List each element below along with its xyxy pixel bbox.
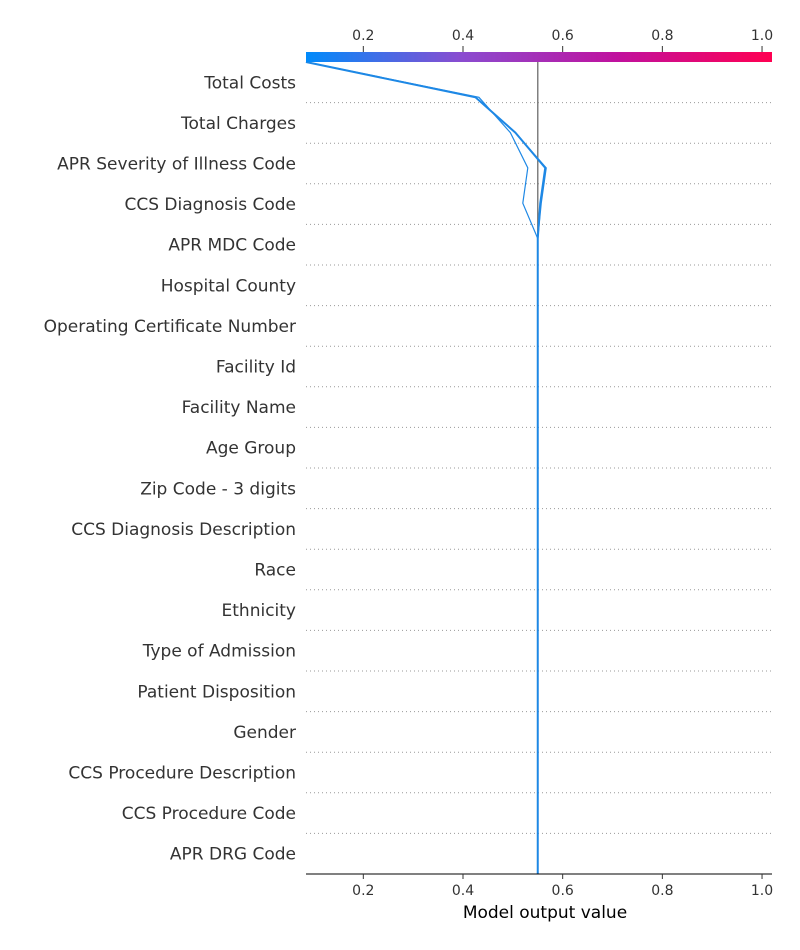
feature-label: CCS Diagnosis Code [125, 195, 297, 215]
bottom-axis-ticks: 0.2 0.4 0.6 0.8 1.0 [352, 874, 773, 899]
x-axis-title: Model output value [463, 903, 627, 923]
feature-label: Race [254, 561, 296, 581]
bottom-tick-label: 0.2 [352, 883, 374, 899]
bottom-tick-label: 0.6 [552, 883, 574, 899]
feature-label: Operating Certificate Number [44, 317, 296, 337]
top-tick-label: 0.8 [651, 28, 673, 44]
feature-label: Patient Disposition [137, 682, 296, 702]
feature-label: Zip Code - 3 digits [140, 479, 296, 499]
feature-label: CCS Procedure Description [68, 764, 296, 784]
feature-label: Type of Admission [142, 642, 296, 662]
feature-label: CCS Procedure Code [122, 804, 296, 824]
decision-line [305, 61, 547, 874]
feature-label: Ethnicity [222, 601, 296, 621]
feature-label: Hospital County [161, 276, 296, 296]
feature-label: CCS Diagnosis Description [71, 520, 296, 540]
top-tick-label: 1.0 [751, 28, 773, 44]
top-tick-label: 0.2 [352, 28, 374, 44]
bottom-tick-label: 1.0 [751, 883, 773, 899]
feature-label: APR Severity of Illness Code [57, 155, 296, 175]
bottom-tick-label: 0.4 [452, 883, 474, 899]
top-tick-label: 0.4 [452, 28, 474, 44]
bottom-tick-label: 0.8 [651, 883, 673, 899]
feature-label: APR MDC Code [168, 236, 296, 256]
feature-label: Total Charges [180, 114, 296, 134]
feature-label: Facility Name [182, 398, 296, 418]
decision-line [305, 61, 539, 874]
top-tick-label: 0.6 [552, 28, 574, 44]
feature-label: APR DRG Code [170, 845, 296, 865]
feature-labels: Total Costs Total Charges APR Severity of … [44, 73, 297, 864]
feature-label: Age Group [206, 439, 296, 459]
feature-label: Facility Id [216, 358, 296, 378]
feature-label: Gender [233, 723, 296, 743]
feature-label: Total Costs [203, 73, 296, 93]
decision-lines [305, 61, 547, 874]
colorbar [306, 52, 772, 62]
top-axis-ticks: 0.2 0.4 0.6 0.8 1.0 [352, 28, 773, 52]
